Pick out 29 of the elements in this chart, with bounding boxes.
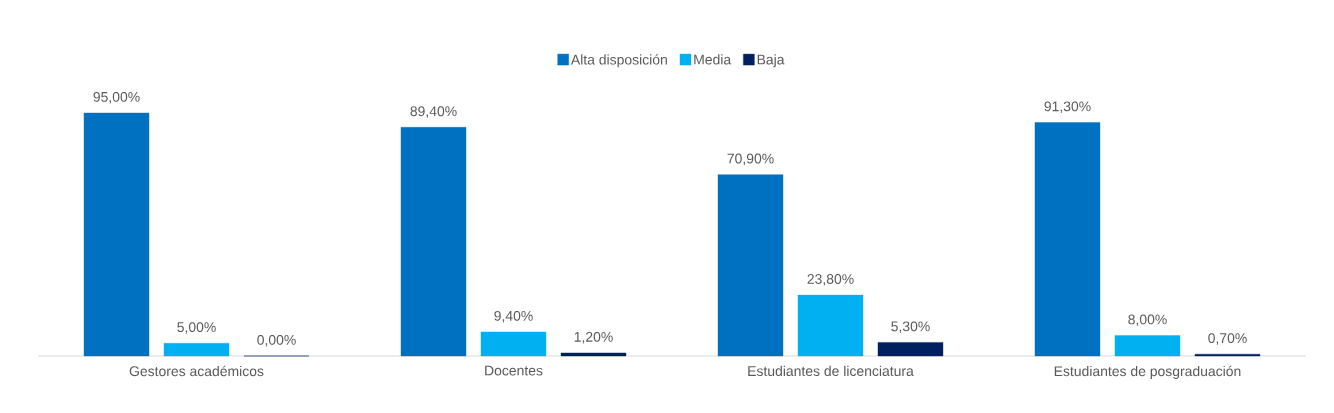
- legend-label: Alta disposición: [570, 54, 667, 68]
- data-label: 5,00%: [177, 322, 216, 334]
- bar: [480, 331, 547, 357]
- bar: [163, 343, 230, 357]
- bar: [1034, 122, 1101, 357]
- data-label: 0,70%: [1208, 333, 1247, 345]
- bar: [83, 112, 150, 357]
- legend-label: Media: [694, 54, 732, 65]
- x-tick-label: Estudiantes de posgraduación: [1054, 365, 1241, 379]
- bar: [717, 174, 784, 357]
- bar: [1114, 335, 1181, 357]
- bar: [797, 294, 864, 357]
- bar: [560, 352, 627, 357]
- data-label: 89,40%: [410, 106, 457, 118]
- data-label: 8,00%: [1128, 314, 1167, 327]
- data-label: 70,90%: [727, 153, 774, 166]
- data-label: 1,20%: [574, 331, 613, 344]
- data-label: 5,30%: [891, 321, 930, 333]
- x-tick-label: Docentes: [485, 365, 543, 376]
- bar: [400, 127, 467, 357]
- data-label: 23,80%: [807, 274, 854, 286]
- data-label: 9,40%: [494, 310, 533, 323]
- bar: [877, 342, 944, 357]
- data-label: 91,30%: [1044, 101, 1091, 113]
- legend-label: Baja: [757, 54, 785, 68]
- data-label: 95,00%: [93, 91, 140, 104]
- x-tick-label: Estudiantes de licenciatura: [748, 365, 914, 377]
- x-tick-label: Gestores académicos: [129, 365, 264, 377]
- data-label: 0,00%: [257, 334, 296, 347]
